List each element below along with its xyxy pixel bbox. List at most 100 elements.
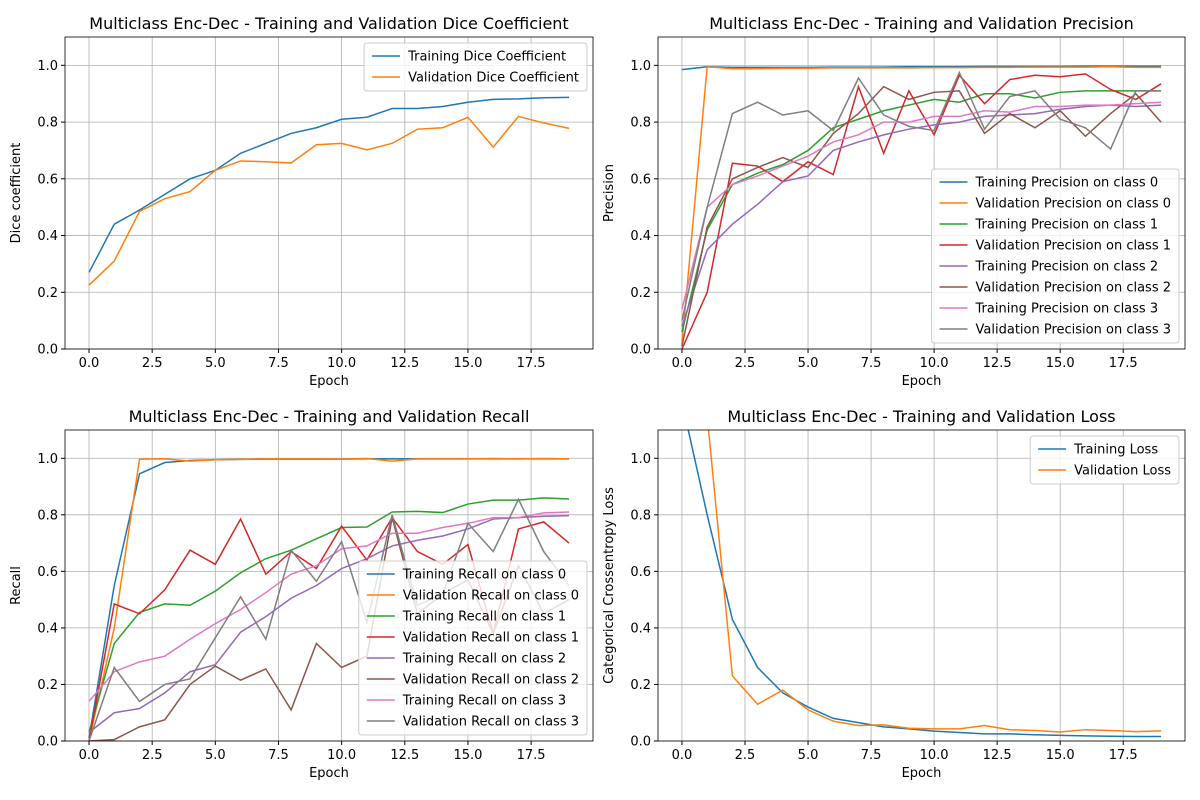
subplot: 0.0 2.5 5.0 7.5 10.0 12.5 15.0 17.5 0.0 0.2 0.4 0.6… <box>602 14 1186 389</box>
y-tick-label: 0.6 <box>630 565 651 580</box>
legend-label: Validation Recall on class 1 <box>403 631 579 646</box>
series-line <box>88 497 570 741</box>
x-tick-label: 5.0 <box>798 356 819 371</box>
x-axis-label: Epoch <box>309 374 349 389</box>
x-tick-label: 12.5 <box>390 356 419 371</box>
y-tick-label: 1.0 <box>37 452 58 467</box>
legend-label: Training Precision on class 1 <box>975 218 1159 233</box>
legend-label: Training Recall on class 1 <box>402 610 566 625</box>
legend-label: Training Dice Coefficient <box>407 50 566 65</box>
x-tick-label: 12.5 <box>983 748 1012 763</box>
series-line <box>88 457 570 741</box>
series-line <box>707 430 1162 733</box>
legend: Training Recall on class 0 Validation Rec… <box>358 560 588 736</box>
y-tick-label: 1.0 <box>630 452 651 467</box>
legend-label: Training Precision on class 0 <box>975 176 1159 191</box>
y-tick-label: 0.0 <box>630 735 651 750</box>
legend-label: Validation Precision on class 2 <box>976 281 1171 296</box>
legend-label: Validation Recall on class 3 <box>403 715 579 730</box>
series-line <box>88 115 570 286</box>
series-line <box>681 104 1162 327</box>
series-line <box>687 430 1162 738</box>
legend-label: Training Loss <box>1073 443 1158 458</box>
y-tick-label: 0.8 <box>630 116 651 131</box>
subplot-title: Multiclass Enc-Dec - Training and Valida… <box>727 407 1115 426</box>
x-tick-label: 5.0 <box>798 748 819 763</box>
series-line <box>681 65 1162 344</box>
legend-label: Validation Loss <box>1074 464 1171 479</box>
x-tick-label: 0.0 <box>79 748 100 763</box>
x-tick-label: 17.5 <box>517 356 546 371</box>
axes-frame <box>657 429 1186 742</box>
x-tick-label: 15.0 <box>1046 356 1075 371</box>
series-line <box>681 70 1162 321</box>
y-axis-label: Recall <box>9 566 24 605</box>
y-tick-label: 0.8 <box>37 508 58 523</box>
x-tick-label: 0.0 <box>79 356 100 371</box>
x-tick-label: 2.5 <box>142 748 163 763</box>
legend-box <box>363 42 588 92</box>
x-tick-label: 5.0 <box>205 356 226 371</box>
legend: Training Dice Coefficient Validation Dice… <box>363 42 588 92</box>
series-line <box>681 101 1162 310</box>
y-axis-label: Dice coefficient <box>9 143 24 244</box>
axes-frame <box>64 36 594 350</box>
x-tick-label: 2.5 <box>142 356 163 371</box>
series-line <box>88 514 570 734</box>
y-tick-label: 0.4 <box>630 229 651 244</box>
y-tick-label: 0.2 <box>630 286 651 301</box>
axes-frame <box>64 429 594 742</box>
y-tick-label: 0.0 <box>37 343 58 358</box>
x-tick-label: 15.0 <box>453 356 482 371</box>
series-line <box>88 497 570 733</box>
y-tick-label: 1.0 <box>630 59 651 74</box>
legend-box <box>931 168 1180 344</box>
legend-box <box>358 560 588 736</box>
y-tick-label: 0.2 <box>630 678 651 693</box>
legend-label: Validation Recall on class 2 <box>403 673 579 688</box>
y-tick-label: 0.2 <box>37 678 58 693</box>
legend-label: Validation Dice Coefficient <box>408 71 579 86</box>
x-axis-label: Epoch <box>309 766 349 781</box>
x-tick-label: 10.0 <box>327 356 356 371</box>
x-tick-label: 10.0 <box>920 356 949 371</box>
x-tick-label: 5.0 <box>205 748 226 763</box>
series-line <box>88 511 570 702</box>
x-tick-label: 15.0 <box>1046 748 1075 763</box>
y-tick-label: 0.4 <box>630 621 651 636</box>
x-tick-label: 12.5 <box>390 748 419 763</box>
y-tick-label: 0.8 <box>630 508 651 523</box>
subplot-title: Multiclass Enc-Dec - Training and Valida… <box>89 14 568 33</box>
series-line <box>681 65 1162 71</box>
x-tick-label: 7.5 <box>861 748 882 763</box>
legend: Training Precision on class 0 Validation … <box>931 168 1180 344</box>
y-tick-label: 0.2 <box>37 286 58 301</box>
y-tick-label: 0.8 <box>37 116 58 131</box>
y-axis-label: Precision <box>602 164 617 222</box>
y-tick-label: 0.0 <box>630 343 651 358</box>
subplot-title: Multiclass Enc-Dec - Training and Valida… <box>709 14 1134 33</box>
x-tick-label: 7.5 <box>268 748 289 763</box>
y-tick-label: 0.4 <box>37 621 58 636</box>
y-axis-label: Categorical Crossentropy Loss <box>602 487 617 684</box>
series-line <box>88 96 570 273</box>
legend-label: Training Recall on class 0 <box>402 568 566 583</box>
y-tick-label: 0.0 <box>37 735 58 750</box>
legend-box <box>1029 435 1180 485</box>
legend-label: Training Recall on class 2 <box>402 652 566 667</box>
subplot: 0.0 2.5 5.0 7.5 10.0 12.5 15.0 17.5 0.0 0.2 0.4 0.6… <box>9 14 594 389</box>
series-line <box>681 85 1162 347</box>
y-tick-label: 0.6 <box>630 172 651 187</box>
axes-frame <box>657 36 1186 350</box>
y-tick-label: 1.0 <box>37 59 58 74</box>
x-tick-label: 2.5 <box>735 748 756 763</box>
series-line <box>681 73 1162 349</box>
subplot: 0.0 2.5 5.0 7.5 10.0 12.5 15.0 17.5 0.0 0.2 0.4 0.6… <box>602 407 1186 781</box>
x-tick-label: 0.0 <box>672 748 693 763</box>
x-tick-label: 7.5 <box>268 356 289 371</box>
legend-label: Validation Precision on class 3 <box>976 323 1171 338</box>
x-tick-label: 10.0 <box>920 748 949 763</box>
y-tick-label: 0.6 <box>37 565 58 580</box>
x-tick-label: 2.5 <box>735 356 756 371</box>
